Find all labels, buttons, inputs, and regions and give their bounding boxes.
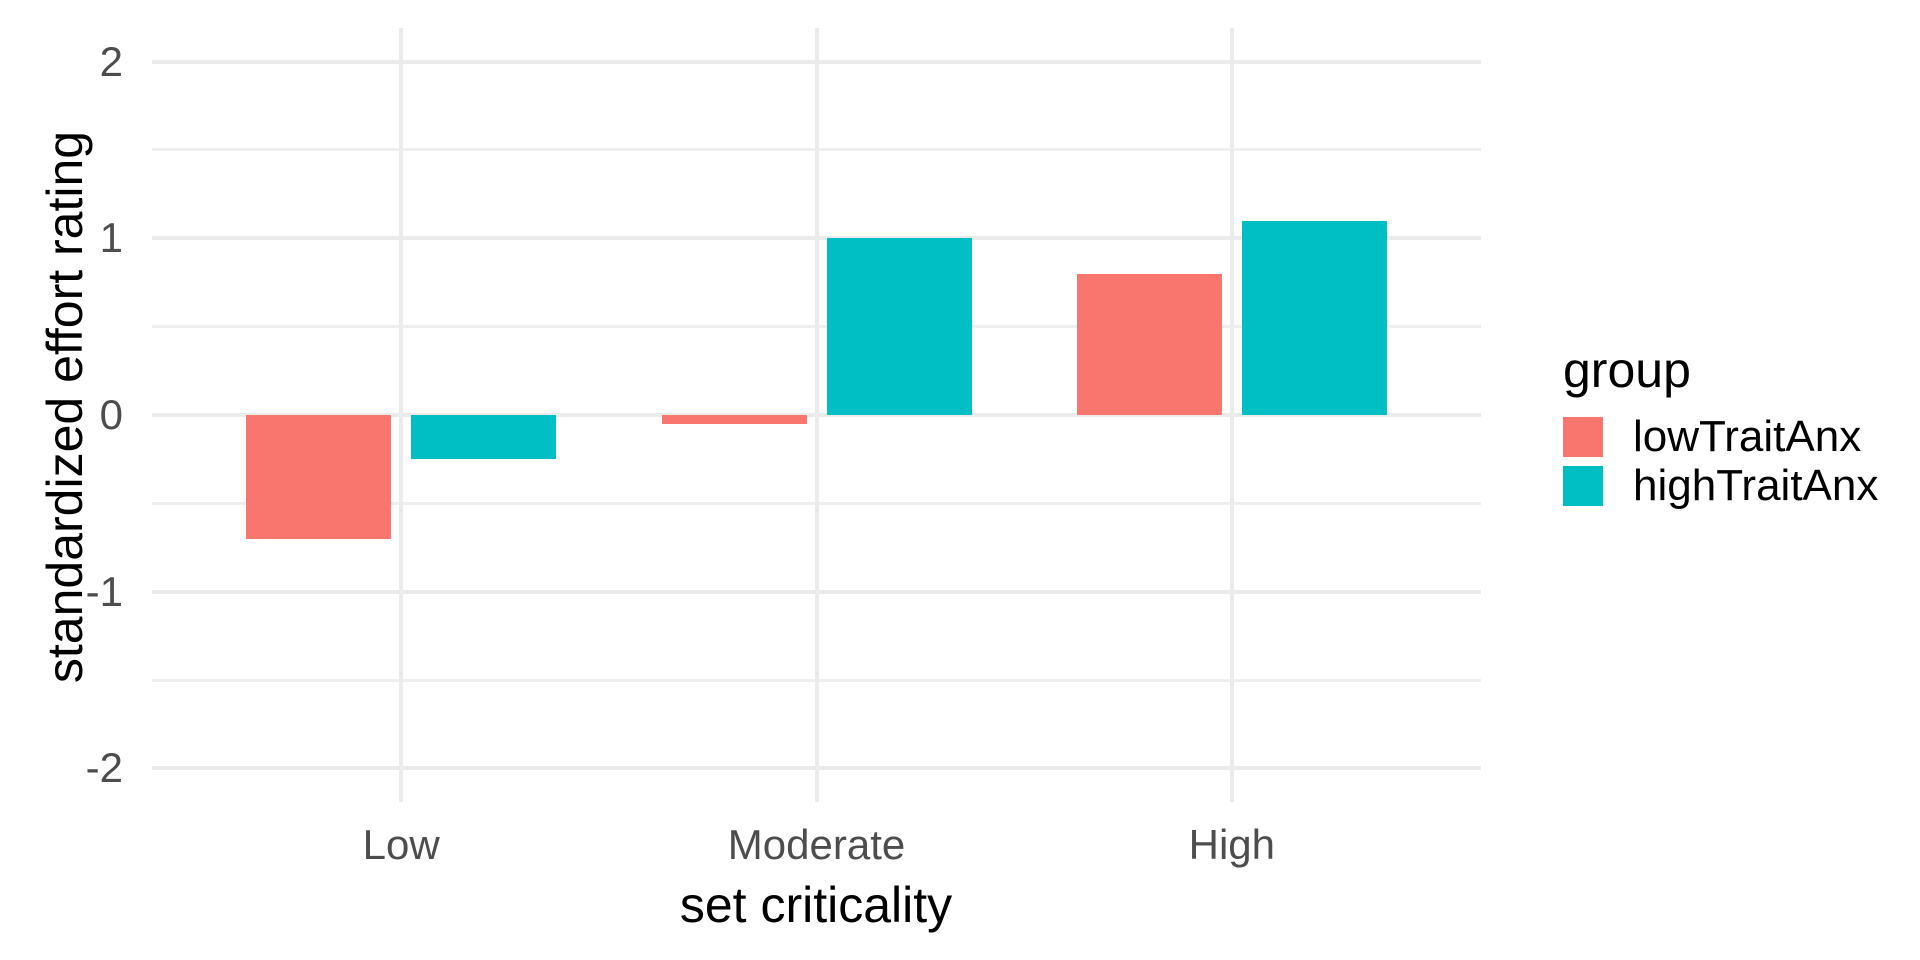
x-tick-label-Low: Low: [362, 821, 440, 868]
y-tick-label-0: 0: [99, 391, 123, 438]
x-axis-title: set criticality: [679, 877, 953, 933]
y-tick-label--1: -1: [85, 567, 123, 615]
legend-items: lowTraitAnx highTraitAnx: [1563, 415, 1878, 508]
bar-Low-highTraitAnx: [411, 415, 557, 460]
legend-item-highTraitAnx: highTraitAnx: [1563, 464, 1878, 508]
bar-High-lowTraitAnx: [1076, 273, 1222, 415]
legend-label-highTraitAnx: highTraitAnx: [1633, 461, 1879, 510]
bar-Moderate-lowTraitAnx: [661, 415, 807, 424]
gridline-major-x-Low: [399, 28, 404, 802]
legend-title: group: [1563, 342, 1691, 398]
legend-swatch-highTraitAnx: [1563, 466, 1603, 506]
gridline-major-x-High: [1229, 28, 1234, 802]
legend-swatch-lowTraitAnx: [1563, 417, 1603, 457]
bar-Moderate-highTraitAnx: [826, 238, 972, 415]
legend-item-lowTraitAnx: lowTraitAnx: [1563, 415, 1878, 459]
bar-Low-lowTraitAnx: [246, 415, 392, 539]
bar-High-highTraitAnx: [1241, 220, 1387, 415]
x-tick-label-Moderate: Moderate: [727, 821, 906, 868]
gridline-major-x-Moderate: [814, 28, 819, 802]
plot-panel: [152, 28, 1481, 802]
x-tick-label-High: High: [1188, 821, 1276, 868]
legend: group lowTraitAnx highTraitAnx: [1563, 345, 1878, 508]
y-tick-label-2: 2: [99, 37, 123, 85]
y-tick-label-1: 1: [99, 214, 123, 262]
y-tick-label--2: -2: [85, 744, 123, 792]
legend-label-lowTraitAnx: lowTraitAnx: [1633, 412, 1862, 461]
